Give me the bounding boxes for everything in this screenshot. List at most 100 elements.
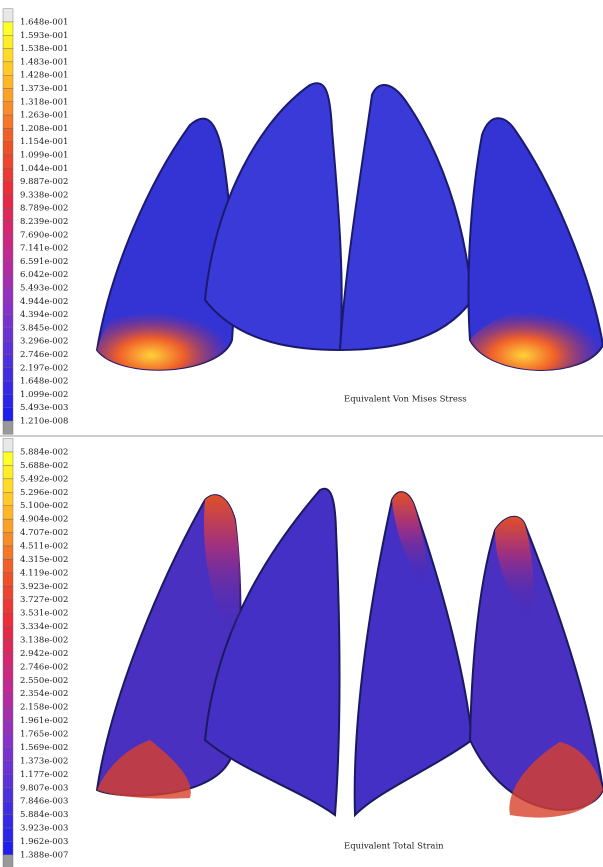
- legend-label: 1.154e-001: [20, 137, 68, 147]
- legend-swatch: [3, 315, 13, 328]
- legend-swatch: [3, 89, 13, 102]
- legend-swatch: [3, 828, 13, 841]
- legend-label: 9.887e-002: [20, 177, 68, 187]
- legend-swatch: [3, 815, 13, 828]
- legend-swatch: [3, 533, 13, 546]
- legend-swatch: [3, 546, 13, 559]
- legend-label: 5.884e-003: [20, 810, 68, 820]
- legend-swatch: [3, 761, 13, 774]
- legend-swatch: [3, 128, 13, 141]
- legend-label: 1.044e-001: [20, 164, 68, 174]
- legend-label: 4.119e-002: [20, 568, 68, 578]
- legend-swatch: [3, 142, 13, 155]
- legend-label: 4.315e-002: [20, 555, 68, 565]
- legend-label: 1.569e-002: [20, 743, 68, 753]
- legend-label: 9.807e-003: [20, 783, 68, 793]
- legend-swatch: [3, 368, 13, 381]
- legend-label: 7.690e-002: [20, 230, 68, 240]
- legend-swatch: [3, 680, 13, 693]
- legend-label: 4.904e-002: [20, 515, 68, 525]
- legend-swatch: [3, 747, 13, 760]
- legend-swatch: [3, 275, 13, 288]
- legend-label: 1.961e-002: [20, 716, 68, 726]
- legend-swatch: [3, 182, 13, 195]
- legend-label: 1.483e-001: [20, 57, 68, 67]
- legend-swatch: [3, 62, 13, 75]
- legend-swatch: [3, 421, 13, 434]
- legend-swatch: [3, 115, 13, 128]
- legend-label: 1.538e-001: [20, 44, 68, 54]
- legend-label: 5.493e-003: [20, 403, 68, 413]
- legend-swatch: [3, 506, 13, 519]
- legend-swatch: [3, 248, 13, 261]
- legend-label: 2.197e-002: [20, 363, 68, 373]
- legend-swatch: [3, 35, 13, 48]
- legend-label: 2.942e-002: [20, 649, 68, 659]
- legend-label: 3.923e-002: [20, 582, 68, 592]
- legend-label: 5.688e-002: [20, 461, 68, 471]
- legend-swatch: [3, 328, 13, 341]
- legend-swatch: [3, 381, 13, 394]
- legend-swatch: [3, 288, 13, 301]
- legend-label: 3.334e-002: [20, 622, 68, 632]
- legend-swatch: [3, 600, 13, 613]
- legend-swatch: [3, 408, 13, 421]
- legend-swatch: [3, 22, 13, 35]
- legend-swatch: [3, 586, 13, 599]
- legend-label: 1.318e-001: [20, 97, 68, 107]
- legend-label: 4.944e-002: [20, 297, 68, 307]
- legend-label: 1.099e-002: [20, 390, 68, 400]
- legend-swatch: [3, 801, 13, 814]
- legend-swatch: [3, 667, 13, 680]
- legend-swatch: [3, 9, 13, 22]
- legend-label: 3.296e-002: [20, 337, 68, 347]
- legend-swatch: [3, 653, 13, 666]
- legend-label: 2.354e-002: [20, 689, 68, 699]
- fea-results: Equivalent Von Mises Stress Equivalent T…: [0, 0, 603, 867]
- legend-label: 3.923e-003: [20, 824, 68, 834]
- legend-swatch: [3, 559, 13, 572]
- legend-label: 1.765e-002: [20, 730, 68, 740]
- legend-swatch: [3, 627, 13, 640]
- legend-swatch: [3, 855, 13, 867]
- legend-swatch: [3, 222, 13, 235]
- legend-swatch: [3, 841, 13, 854]
- legend-swatch: [3, 519, 13, 532]
- legend-swatch: [3, 261, 13, 274]
- legend-label: 2.746e-002: [20, 350, 68, 360]
- legend-label: 7.141e-002: [20, 244, 68, 254]
- legend-swatch: [3, 721, 13, 734]
- legend-label: 2.550e-002: [20, 676, 68, 686]
- legend-label: 4.511e-002: [20, 542, 68, 552]
- legend-label: 3.845e-002: [20, 323, 68, 333]
- legend-swatch: [3, 452, 13, 465]
- legend-swatch: [3, 479, 13, 492]
- stress-model: [97, 83, 603, 370]
- legend-label: 1.648e-001: [20, 18, 68, 28]
- legend-label: 1.208e-001: [20, 124, 68, 134]
- legend-swatch: [3, 394, 13, 407]
- legend-label: 5.493e-002: [20, 284, 68, 294]
- legend-swatch: [3, 355, 13, 368]
- legend-swatch: [3, 640, 13, 653]
- legend-label: 5.296e-002: [20, 488, 68, 498]
- legend-label: 1.177e-002: [20, 770, 68, 780]
- legend-swatch: [3, 341, 13, 354]
- legend-label: 6.591e-002: [20, 257, 68, 267]
- legend-label: 1.263e-001: [20, 111, 68, 121]
- legend-label: 5.884e-002: [20, 448, 68, 458]
- legend-label: 1.373e-001: [20, 84, 68, 94]
- legend-label: 6.042e-002: [20, 270, 68, 280]
- legend-swatch: [3, 573, 13, 586]
- legend-swatch: [3, 707, 13, 720]
- legend-label: 8.239e-002: [20, 217, 68, 227]
- legend-label: 3.531e-002: [20, 609, 68, 619]
- caption: Equivalent Von Mises Stress: [344, 395, 467, 405]
- legend-swatch: [3, 788, 13, 801]
- legend-swatch: [3, 492, 13, 505]
- strain-model: [97, 489, 603, 818]
- legend-label: 3.138e-002: [20, 636, 68, 646]
- legend-label: 1.388e-007: [20, 850, 68, 860]
- legend-label: 7.846e-003: [20, 797, 68, 807]
- legend-swatch: [3, 613, 13, 626]
